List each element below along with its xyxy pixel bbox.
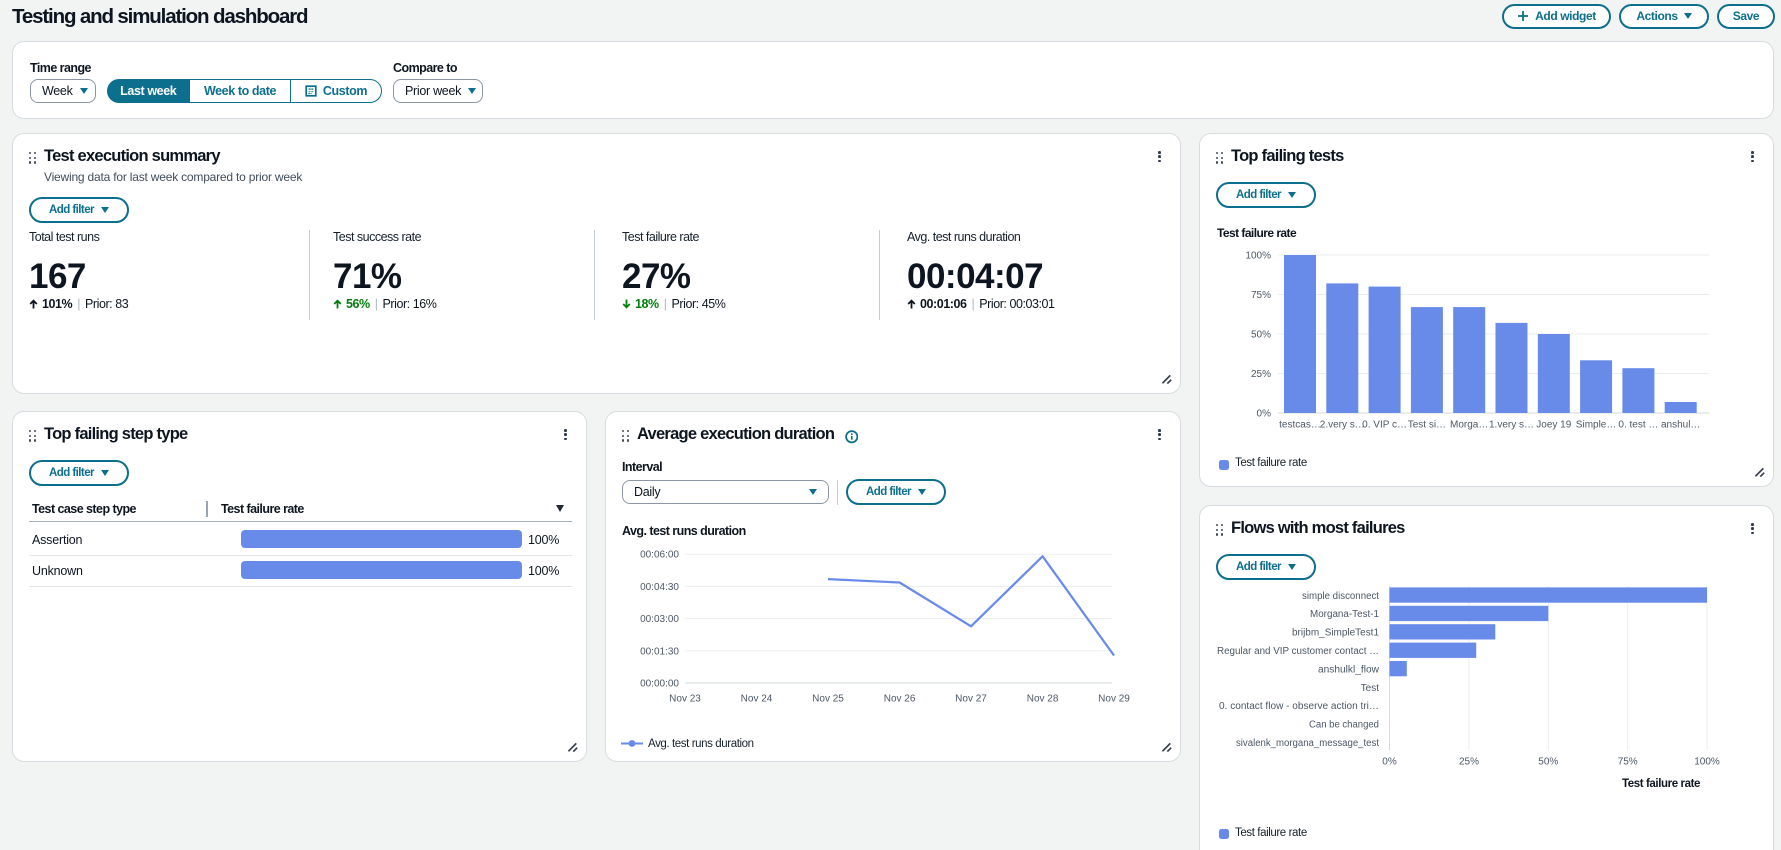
svg-text:Nov 28: Nov 28 [1027,694,1059,705]
svg-text:25%: 25% [1459,757,1479,768]
svg-text:Morgana-Test-1: Morgana-Test-1 [1310,609,1379,620]
svg-text:0%: 0% [1257,409,1272,420]
svg-text:sivalenk_morgana_message_test: sivalenk_morgana_message_test [1236,738,1379,749]
svg-text:75%: 75% [1251,290,1271,301]
svg-text:2.very s…: 2.very s… [1320,420,1365,431]
svg-text:brijbm_SimpleTest1: brijbm_SimpleTest1 [1292,628,1379,639]
svg-text:simple disconnect: simple disconnect [1302,591,1379,602]
svg-text:00:00:00: 00:00:00 [640,679,679,690]
svg-text:Nov 26: Nov 26 [884,694,916,705]
svg-text:100%: 100% [1694,757,1720,768]
svg-text:75%: 75% [1618,757,1638,768]
svg-text:Nov 23: Nov 23 [669,694,701,705]
svg-text:50%: 50% [1538,757,1558,768]
svg-text:Morga…: Morga… [1450,420,1488,431]
svg-text:Nov 25: Nov 25 [812,694,844,705]
svg-text:0. test …: 0. test … [1618,420,1658,431]
svg-text:Simple…: Simple… [1576,420,1617,431]
svg-text:Can be changed: Can be changed [1309,720,1379,731]
svg-text:00:03:00: 00:03:00 [640,614,679,625]
svg-text:Test: Test [1361,683,1380,694]
svg-text:anshulkl_flow: anshulkl_flow [1318,664,1380,675]
svg-text:Test si…: Test si… [1408,420,1446,431]
svg-text:Nov 29: Nov 29 [1098,694,1130,705]
svg-text:anshul…: anshul… [1661,420,1700,431]
svg-text:00:01:30: 00:01:30 [640,646,679,657]
svg-text:0. VIP c…: 0. VIP c… [1362,420,1407,431]
svg-text:00:06:00: 00:06:00 [640,550,679,561]
svg-text:00:04:30: 00:04:30 [640,582,679,593]
svg-text:0. contact flow - observe acti: 0. contact flow - observe action tri… [1219,701,1379,712]
svg-text:Nov 24: Nov 24 [741,694,773,705]
svg-text:Test failure rate: Test failure rate [1622,778,1700,790]
svg-text:testcas…: testcas… [1279,420,1321,431]
svg-text:50%: 50% [1251,330,1271,341]
svg-text:1.very s…: 1.very s… [1489,420,1534,431]
svg-text:100%: 100% [1245,251,1271,262]
svg-text:Regular and VIP customer conta: Regular and VIP customer contact … [1217,646,1379,657]
svg-text:25%: 25% [1251,369,1271,380]
svg-text:Joey 19: Joey 19 [1536,420,1571,431]
svg-text:0%: 0% [1382,757,1397,768]
svg-text:Nov 27: Nov 27 [955,694,987,705]
